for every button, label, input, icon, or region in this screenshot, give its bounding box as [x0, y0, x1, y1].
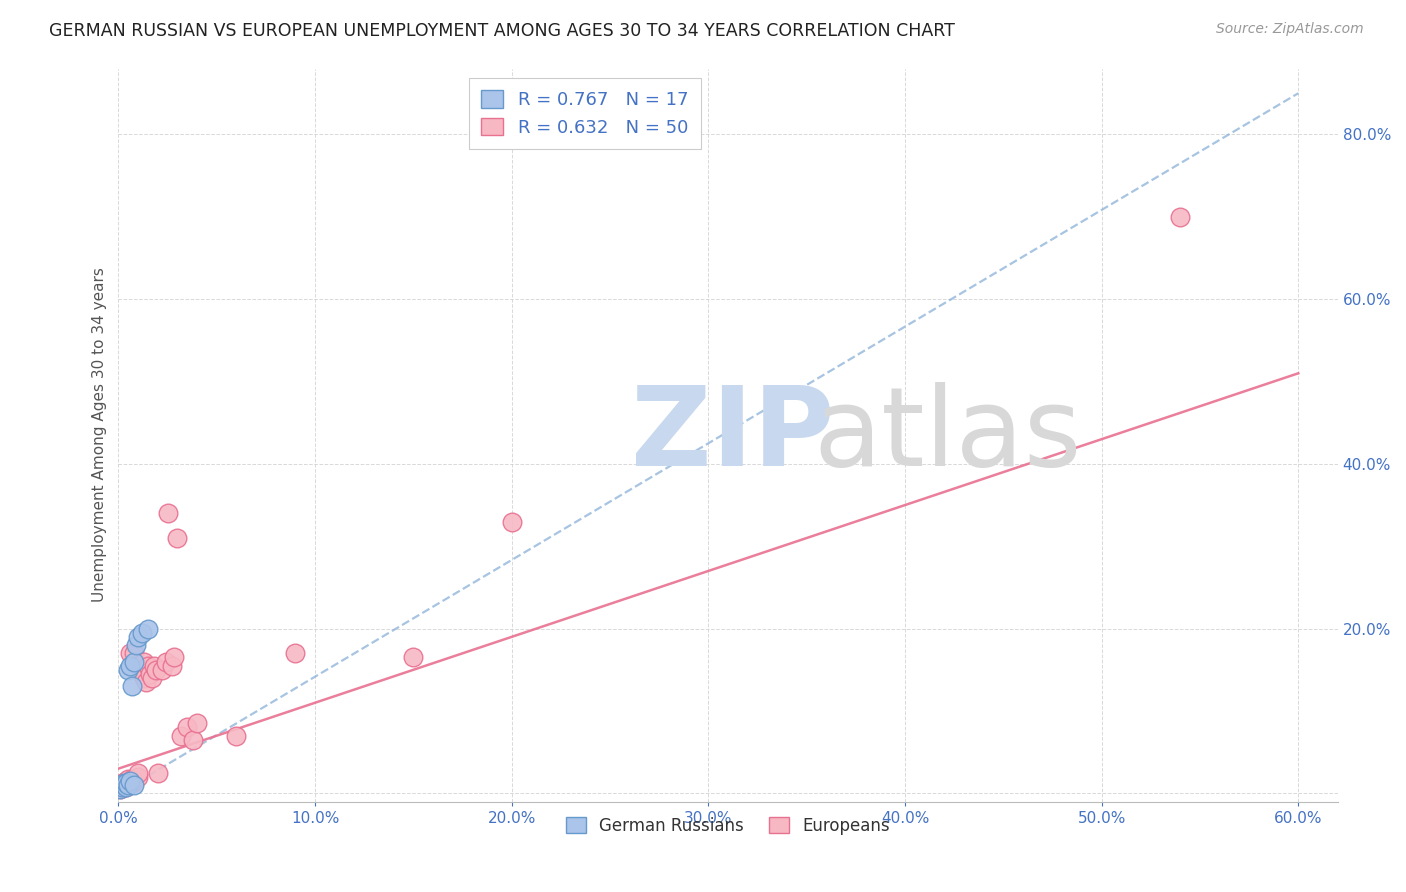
Point: [120, 774, 142, 789]
Point: [145, 663, 167, 677]
Point: [121, 772, 143, 786]
Point: [110, 782, 132, 797]
Point: [132, 671, 155, 685]
Point: [112, 776, 135, 790]
Point: [136, 622, 159, 636]
Point: [112, 776, 135, 790]
Point: [170, 729, 193, 743]
Point: [181, 732, 204, 747]
Point: [146, 765, 169, 780]
Point: [111, 780, 134, 794]
Point: [127, 630, 149, 644]
Legend: German Russians, Europeans: German Russians, Europeans: [555, 806, 900, 845]
Point: [122, 646, 145, 660]
Point: [141, 671, 163, 685]
Point: [125, 638, 148, 652]
Point: [110, 782, 132, 797]
Point: [501, 515, 523, 529]
Point: [402, 650, 425, 665]
Point: [142, 658, 165, 673]
Point: [115, 780, 138, 794]
Point: [132, 655, 155, 669]
Point: [111, 781, 134, 796]
Point: [127, 770, 149, 784]
Point: [112, 778, 135, 792]
Point: [117, 778, 139, 792]
Point: [121, 776, 143, 790]
Point: [156, 506, 179, 520]
Text: GERMAN RUSSIAN VS EUROPEAN UNEMPLOYMENT AMONG AGES 30 TO 34 YEARS CORRELATION CH: GERMAN RUSSIAN VS EUROPEAN UNEMPLOYMENT …: [49, 22, 955, 40]
Point: [160, 658, 183, 673]
Point: [162, 650, 184, 665]
Point: [135, 675, 157, 690]
Point: [110, 778, 132, 792]
Point: [186, 716, 208, 731]
Point: [112, 780, 135, 794]
Y-axis label: Unemployment Among Ages 30 to 34 years: Unemployment Among Ages 30 to 34 years: [93, 268, 107, 602]
Point: [176, 721, 198, 735]
Point: [115, 774, 138, 789]
Point: [117, 778, 139, 792]
Point: [127, 765, 149, 780]
Point: [117, 663, 139, 677]
Point: [111, 780, 134, 794]
Point: [136, 658, 159, 673]
Point: [115, 775, 138, 789]
Point: [131, 667, 153, 681]
Text: ZIP: ZIP: [630, 382, 834, 489]
Point: [117, 776, 139, 790]
Text: Source: ZipAtlas.com: Source: ZipAtlas.com: [1216, 22, 1364, 37]
Point: [139, 667, 162, 681]
Point: [117, 772, 139, 786]
Point: [166, 531, 188, 545]
Point: [120, 646, 142, 660]
Point: [155, 655, 177, 669]
Point: [131, 625, 153, 640]
Point: [150, 663, 173, 677]
Text: atlas: atlas: [814, 382, 1081, 489]
Point: [122, 774, 145, 789]
Point: [115, 780, 138, 794]
Point: [122, 655, 145, 669]
Point: [129, 663, 152, 677]
Point: [111, 776, 134, 790]
Point: [125, 658, 148, 673]
Point: [121, 679, 143, 693]
Point: [225, 729, 247, 743]
Point: [115, 778, 138, 792]
Point: [110, 780, 132, 794]
Point: [284, 646, 307, 660]
Point: [122, 778, 145, 792]
Point: [120, 774, 142, 789]
Point: [112, 778, 135, 792]
Point: [1168, 210, 1191, 224]
Point: [120, 658, 142, 673]
